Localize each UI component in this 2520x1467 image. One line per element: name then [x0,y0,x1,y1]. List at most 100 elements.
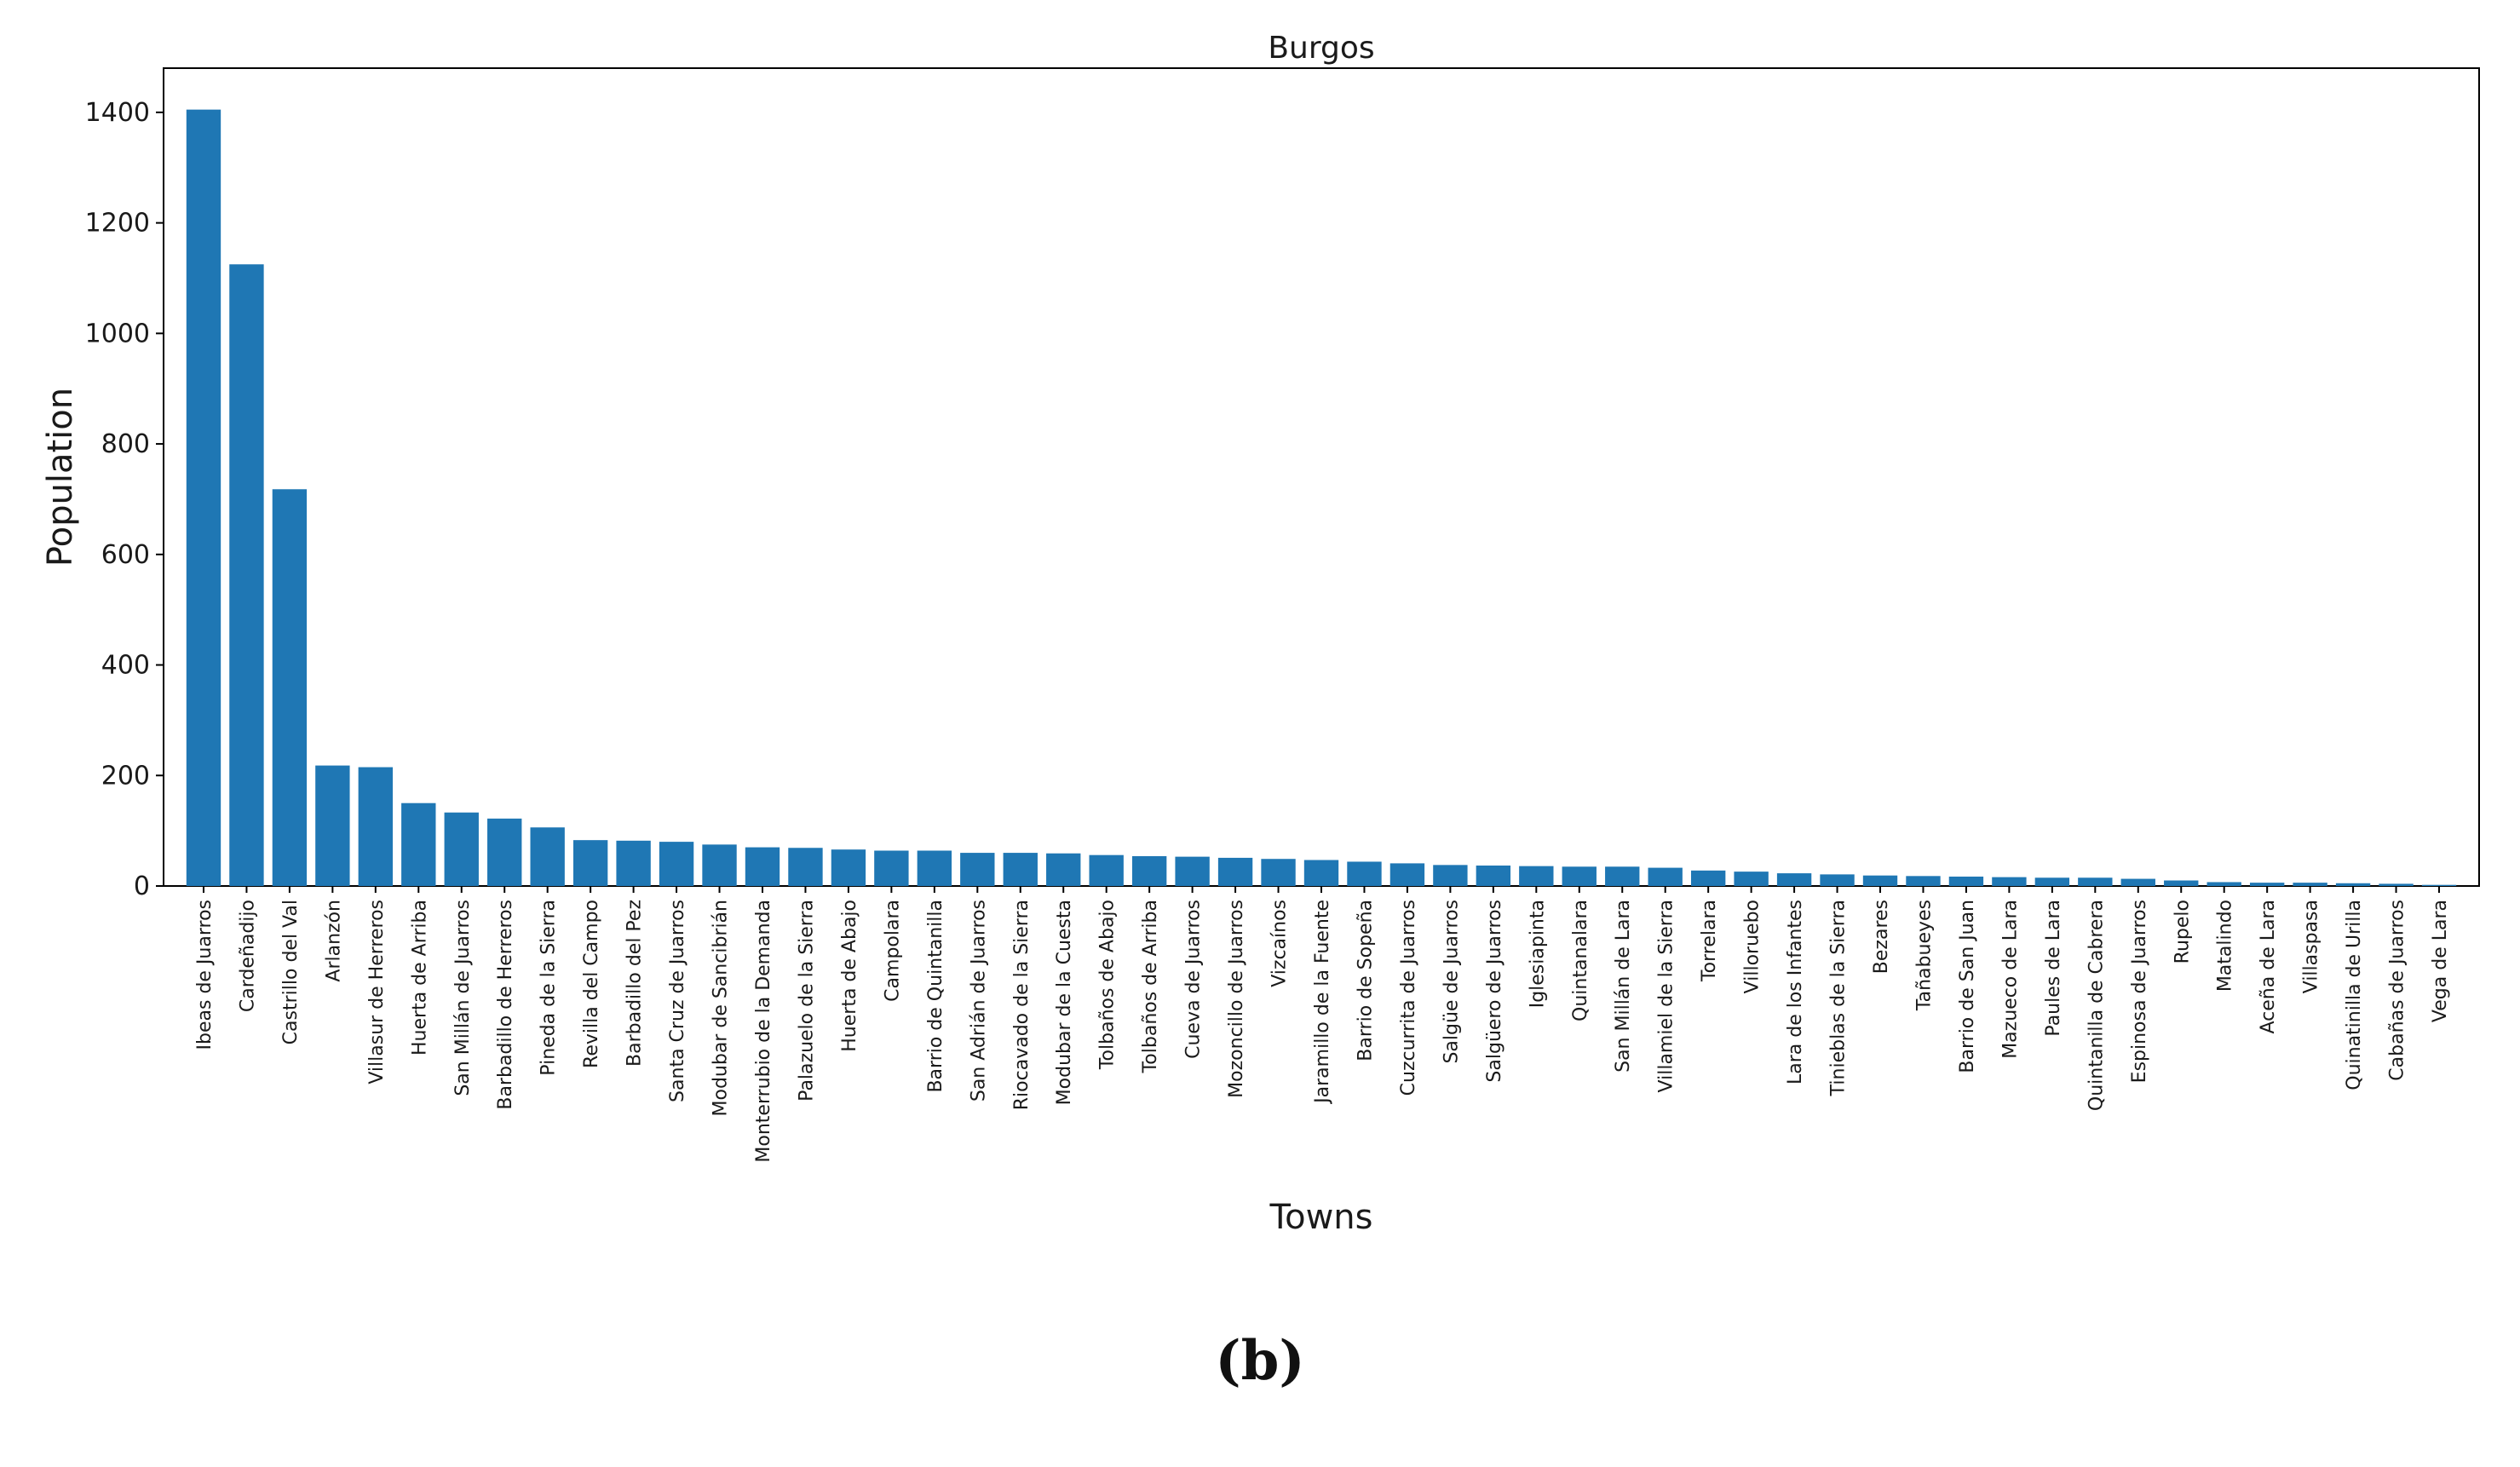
x-tick-label: Campolara [882,900,903,1002]
x-tick-label: Ibeas de Juarros [194,900,216,1050]
x-tick-label: Pineda de la Sierra [538,900,560,1076]
bar [1519,866,1554,886]
y-tick-label: 800 [101,429,150,459]
bar [1347,861,1382,886]
bar [1217,857,1253,886]
x-tick-label: Quinatinilla de Urilla [2344,900,2365,1090]
x-tick-label: Villasur de Herreros [366,900,388,1084]
x-tick-label: Iglesiapinta [1527,900,1548,1008]
bar [702,844,737,886]
bar [788,848,823,886]
x-tick-label: Mozoncillo de Juarros [1226,900,1247,1098]
panel-label: (b) [1215,1329,1305,1393]
x-tick-label: Bezares [1871,900,1892,974]
x-tick-label: Huerta de Arriba [409,900,430,1056]
x-tick-label: Cuzcurrita de Juarros [1398,900,1419,1096]
bar [2164,880,2199,886]
bar [1046,853,1081,886]
bar [315,765,350,886]
x-tick-label: Rupelo [2172,900,2193,964]
bar [1089,854,1124,886]
x-tick-label: Torrelara [1699,900,1720,982]
x-tick-label: Revilla del Campo [581,900,602,1068]
bar [1734,872,1769,886]
x-tick-label: Villoruebo [1742,900,1763,993]
x-tick-label: Vizcaínos [1269,900,1291,987]
x-tick-label: Barbadillo de Herreros [495,900,516,1110]
bar [659,842,694,886]
x-tick-label: Cabañas de Juarros [2387,900,2408,1081]
bar [2078,877,2113,886]
x-tick-label: Huerta de Abajo [839,900,860,1052]
x-tick-label: Salgüe de Juarros [1441,900,1462,1064]
x-tick-label: Riocavado de la Sierra [1011,900,1033,1110]
x-tick-label: Mazueco de Lara [1999,900,2021,1059]
x-tick-label: Santa Cruz de Juarros [667,900,688,1102]
x-tick-label: San Millán de Lara [1613,900,1634,1073]
x-tick-label: Tolbaños de Abajo [1097,900,1119,1070]
x-tick-label: Barrio de Quintanilla [925,900,946,1093]
x-tick-label: Matalindo [2215,900,2236,992]
y-ticks-group: 0 200 400 600 800 1000 1200 1400 [85,98,164,901]
x-tick-label: Quintanilla de Cabrera [2086,900,2107,1111]
bar [1131,855,1167,886]
bar [530,827,565,886]
x-tick-label: Salgüero de Juarros [1484,900,1505,1083]
y-tick-label: 1200 [85,209,150,239]
x-tick-label: Villaspasa [2301,900,2322,993]
x-tick-label: San Adrián de Juarros [968,900,989,1102]
y-tick-label: 1400 [85,98,150,128]
x-tick-label: Jaramillo de la Fuente [1312,900,1333,1105]
bar [272,489,308,886]
bar [874,850,909,886]
bar [1648,867,1683,886]
bar [745,847,780,886]
y-tick-label: 0 [134,872,150,901]
y-axis-label: Population [41,388,80,567]
x-tick-label: Aceña de Lara [2258,900,2279,1033]
x-tick-label: Modubar de la Cuesta [1054,900,1075,1105]
y-tick-label: 200 [101,761,150,791]
bar [2034,877,2070,886]
bar [960,853,995,886]
x-tick-label: Tinieblas de la Sierra [1828,900,1850,1096]
bar [2249,883,2285,886]
x-tick-label: Villamiel de la Sierra [1656,900,1677,1092]
x-tick-label: Quintanalara [1570,900,1591,1021]
bar [2293,883,2327,886]
x-tick-label: Monterrubio de la Demanda [753,900,774,1163]
bar [444,812,479,886]
x-tick-label: Barrio de Sopeña [1355,900,1376,1061]
bar [1948,876,1984,886]
bar [401,803,436,886]
bar [1992,877,2027,886]
bar [2379,883,2414,886]
bar [186,109,222,886]
x-tick-label: Castrillo del Val [280,900,302,1044]
bar [1776,873,1812,886]
bar [2206,882,2241,886]
x-tick-label: Barrio de San Juan [1957,900,1978,1073]
x-tick-label: Vega de Lara [2430,900,2451,1022]
bar [2335,883,2371,886]
x-tick-label: San Millán de Juarros [452,900,474,1096]
bar [1433,865,1468,886]
bar [229,264,264,886]
bar [1261,859,1296,886]
bar [1476,866,1511,886]
x-tick-label: Cueva de Juarros [1183,900,1205,1059]
bar [1389,863,1425,886]
x-tick-label: Barbadillo del Pez [624,900,646,1067]
bar [1175,856,1210,886]
bar [831,849,866,886]
x-ticks-group: Ibeas de Juarros Cardeñadijo Castrillo del… [194,886,2451,1163]
bar [1690,870,1726,886]
bar [1862,875,1898,886]
bar [2120,878,2155,886]
bar [487,818,522,886]
plot-area-frame [163,67,2480,887]
bar [616,840,651,886]
bar [358,767,394,886]
